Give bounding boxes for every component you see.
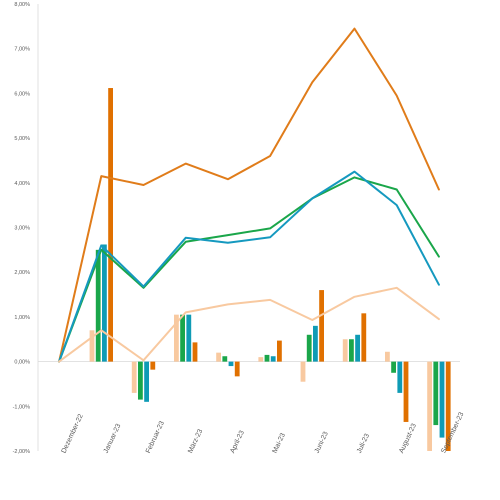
bar — [313, 325, 318, 362]
y-tick-label: -2,00% — [13, 449, 31, 455]
bar — [270, 356, 276, 362]
bar — [433, 361, 439, 426]
bar — [264, 354, 270, 362]
y-tick-label: 5,00% — [14, 136, 30, 142]
y-tick-label: 4,00% — [14, 181, 30, 187]
bar — [144, 361, 149, 402]
bar — [349, 339, 354, 362]
x-tick-label: Dezember-22 — [61, 413, 85, 454]
bar — [95, 249, 101, 362]
bar — [397, 361, 403, 393]
axis-layer — [37, 4, 460, 451]
bar — [355, 334, 360, 362]
x-tick-label: April-23 — [229, 430, 246, 455]
x-tick-label: März-23 — [187, 428, 204, 454]
y-tick-label: 0,00% — [14, 360, 30, 366]
series-line — [58, 170, 440, 363]
bar — [228, 361, 234, 367]
y-tick-label: 1,00% — [14, 315, 30, 321]
bar — [427, 361, 432, 451]
y-tick-label: 3,00% — [14, 226, 30, 232]
x-tick-label: Juni-23 — [314, 431, 330, 455]
bar — [306, 334, 312, 362]
bar — [403, 361, 409, 422]
bar — [186, 314, 192, 362]
bar — [174, 314, 179, 362]
bar — [108, 88, 113, 362]
x-tick-label: Februar-23 — [145, 420, 166, 454]
bar — [319, 290, 324, 362]
line-layer — [58, 27, 440, 363]
bar — [131, 361, 137, 393]
bar — [234, 361, 240, 377]
y-tick-label: 2,00% — [14, 270, 30, 276]
bar — [258, 357, 264, 362]
series-line — [58, 27, 440, 363]
bar — [439, 361, 445, 438]
y-tick-label: -1,00% — [13, 404, 31, 410]
series-line — [58, 176, 440, 363]
bar — [138, 361, 143, 400]
y-tick-label: 7,00% — [14, 47, 30, 53]
bar — [342, 339, 348, 362]
bar — [180, 314, 185, 362]
bar — [150, 361, 156, 370]
bar — [102, 244, 107, 362]
bar — [361, 313, 367, 362]
x-tick-label: Juli-23 — [356, 433, 371, 455]
bar — [300, 361, 306, 382]
bar — [277, 340, 282, 362]
bar — [445, 361, 451, 451]
bar-layer — [89, 88, 451, 451]
bar — [216, 352, 221, 362]
y-tick-label: 8,00% — [14, 2, 30, 8]
x-tick-label: Januar-23 — [103, 423, 123, 455]
bar — [391, 361, 396, 373]
y-tick-label: 6,00% — [14, 91, 30, 97]
bar — [222, 356, 228, 362]
x-tick-label: Mai-23 — [272, 432, 287, 454]
x-tick-label: August-23 — [398, 422, 418, 454]
bar — [192, 342, 198, 362]
bar — [89, 330, 95, 362]
bar — [385, 351, 390, 362]
series-line — [58, 286, 440, 363]
